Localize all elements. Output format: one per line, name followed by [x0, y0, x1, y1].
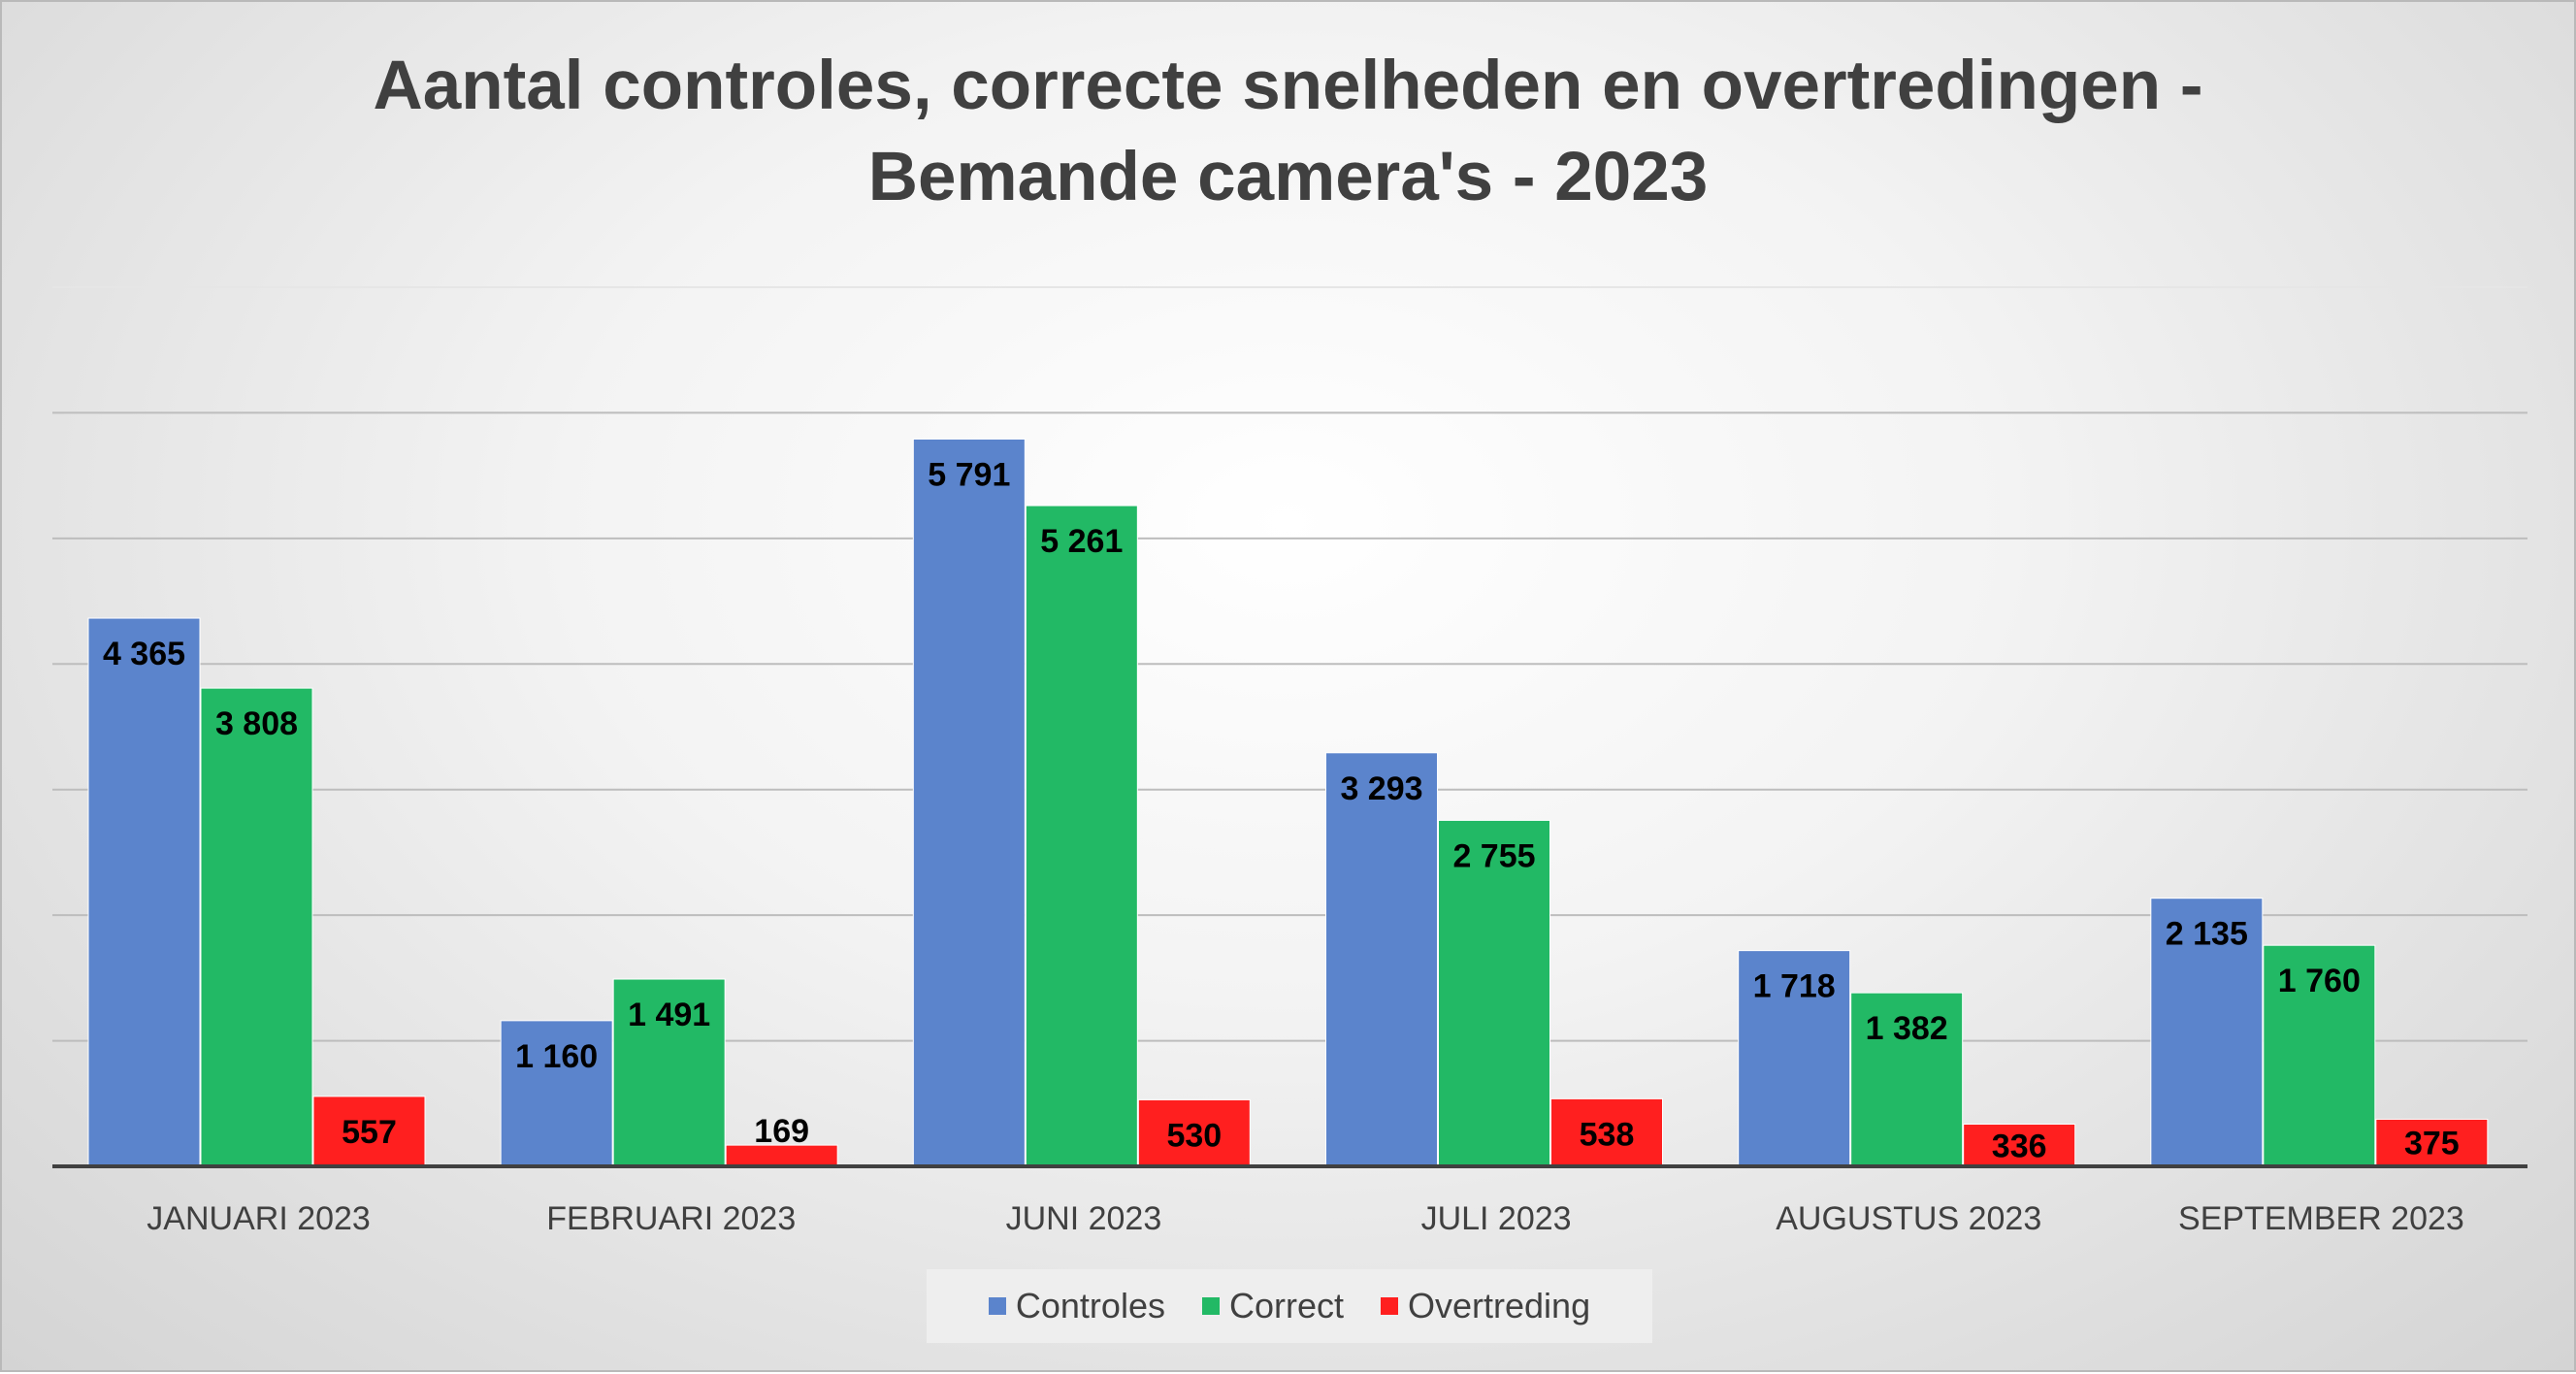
data-label: 3 808 — [215, 705, 298, 742]
data-label: 2 135 — [2166, 916, 2248, 953]
data-label: 336 — [1992, 1128, 2047, 1164]
legend-swatch — [1201, 1297, 1220, 1315]
bars — [87, 438, 2489, 1167]
category-label: AUGUSTUS 2023 — [1776, 1200, 2041, 1237]
data-label: 557 — [342, 1114, 397, 1151]
category-labels: JANUARI 2023 FEBRUARI 2023 JUNI 2023 JULI 2… — [147, 1200, 2464, 1237]
chart-title: Aantal controles, correcte snelheden en … — [2, 41, 2574, 223]
data-label: 530 — [1166, 1117, 1222, 1154]
bar-correct — [2263, 944, 2376, 1167]
legend-swatch — [988, 1297, 1006, 1315]
category-label: SEPTEMBER 2023 — [2178, 1200, 2464, 1237]
legend-item-correct: Correct — [1201, 1286, 1344, 1326]
data-label: 1 718 — [1753, 968, 1836, 1005]
data-label: 3 293 — [1340, 770, 1422, 807]
bar-controles — [87, 617, 201, 1167]
legend: Controles Correct Overtreding — [927, 1269, 1652, 1343]
data-label: 538 — [1580, 1116, 1635, 1153]
data-label: 1 382 — [1866, 1010, 1948, 1047]
bar-overtreding — [1550, 1097, 1663, 1167]
legend-item-controles: Controles — [988, 1286, 1165, 1326]
legend-label: Controles — [1015, 1286, 1165, 1325]
category-label: FEBRUARI 2023 — [546, 1200, 796, 1237]
data-label: 375 — [2404, 1126, 2460, 1162]
bar-overtreding — [1137, 1098, 1251, 1167]
data-label: 2 755 — [1452, 837, 1535, 874]
bar-correct — [1438, 819, 1550, 1167]
bar-controles — [500, 1020, 613, 1167]
bar-controles — [912, 438, 1026, 1167]
bar-overtreding — [2375, 1118, 2489, 1167]
legend-label: Overtreding — [1408, 1286, 1591, 1325]
legend-item-overtreding: Overtreding — [1381, 1286, 1590, 1326]
category-label: JULI 2023 — [1421, 1200, 1572, 1237]
category-label: JUNI 2023 — [1006, 1200, 1162, 1237]
bar-overtreding — [1963, 1124, 2076, 1167]
value-labels: 4 365 3 808 557 1 160 1 491 169 5 791 5 261 530 3… — [103, 456, 2460, 1164]
category-label: JANUARI 2023 — [147, 1200, 371, 1237]
gridlines — [52, 286, 2527, 1042]
data-label: 5 791 — [928, 456, 1010, 493]
legend-label: Correct — [1228, 1286, 1344, 1325]
chart-title-line-2: Bemande camera's - 2023 — [867, 139, 1709, 215]
data-label: 1 160 — [515, 1038, 598, 1075]
bar-controles — [1738, 950, 1851, 1167]
data-label: 1 491 — [628, 997, 710, 1033]
bar-correct — [1025, 505, 1138, 1167]
bar-controles — [1325, 752, 1438, 1167]
data-label: 169 — [754, 1113, 809, 1150]
bar-controles — [2150, 898, 2264, 1167]
bar-overtreding — [312, 1096, 426, 1167]
bar-correct — [612, 978, 726, 1167]
data-label: 4 365 — [103, 636, 185, 672]
chart-title-line-1: Aantal controles, correcte snelheden en … — [373, 48, 2203, 124]
data-label: 5 261 — [1040, 523, 1123, 560]
data-label: 1 760 — [2278, 963, 2361, 999]
bar-correct — [200, 687, 313, 1167]
legend-swatch — [1381, 1297, 1398, 1315]
